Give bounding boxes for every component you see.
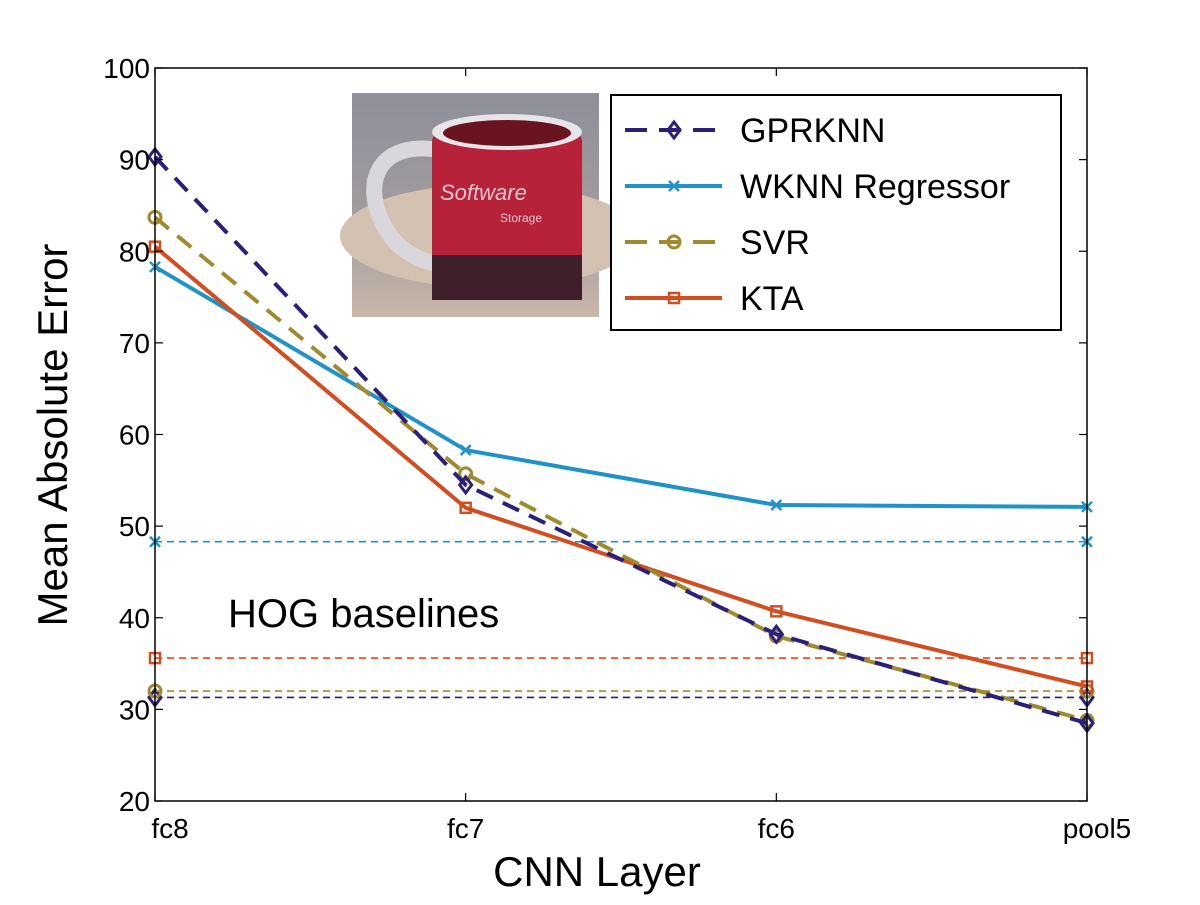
legend-marker: [666, 119, 682, 141]
y-tick-label: 70: [119, 328, 150, 359]
y-tick-label: 80: [119, 236, 150, 267]
legend-label: WKNN Regressor: [740, 168, 1010, 206]
x-tick-label: fc8: [151, 813, 188, 844]
y-tick-label: 100: [103, 53, 150, 84]
y-tick-label: 50: [119, 511, 150, 542]
x-tick-label: fc6: [758, 813, 795, 844]
series-line: [153, 155, 1088, 726]
legend-marker: [667, 291, 681, 305]
x-tick-label: pool5: [1063, 813, 1132, 844]
x-tick-label: fc7: [447, 813, 484, 844]
y-axis-title: Mean Absolute Error: [29, 244, 76, 627]
data-point: [459, 501, 472, 515]
y-tick-label: 60: [119, 420, 150, 451]
legend-marker: [668, 180, 680, 192]
data-point: [457, 474, 474, 496]
data-point: [458, 466, 474, 482]
legend: GPRKNN WKNN Regressor SVR KTA: [610, 94, 1062, 331]
data-point: [770, 605, 783, 618]
series-line: [153, 265, 1088, 509]
legend-label: SVR: [740, 224, 810, 262]
series-lines: [147, 146, 1095, 734]
legend-items: GPRKNN WKNN Regressor SVR KTA: [625, 112, 1010, 318]
y-tick-label: 30: [119, 694, 150, 725]
hog-baselines-annotation: HOG baselines: [228, 592, 499, 636]
data-point: [459, 444, 472, 456]
x-axis-title: CNN Layer: [493, 848, 701, 895]
mug-photo-inset: Software Storage: [340, 93, 640, 317]
legend-label: GPRKNN: [740, 112, 885, 150]
y-tick-label: 40: [119, 603, 150, 634]
y-tick-label: 90: [119, 145, 150, 176]
y-tick-label: 20: [119, 786, 150, 817]
data-point: [768, 623, 785, 645]
legend-label: KTA: [740, 280, 804, 318]
data-point: [770, 499, 783, 511]
svg-text:Software: Software: [440, 180, 527, 205]
legend-box: [610, 94, 1062, 331]
svg-text:Storage: Storage: [500, 211, 542, 225]
legend-marker: [666, 234, 682, 250]
axis-ticks: 20 30 40 50 60 70 80 90 100 fc8 fc7 fc6 pool5: [103, 53, 1131, 844]
